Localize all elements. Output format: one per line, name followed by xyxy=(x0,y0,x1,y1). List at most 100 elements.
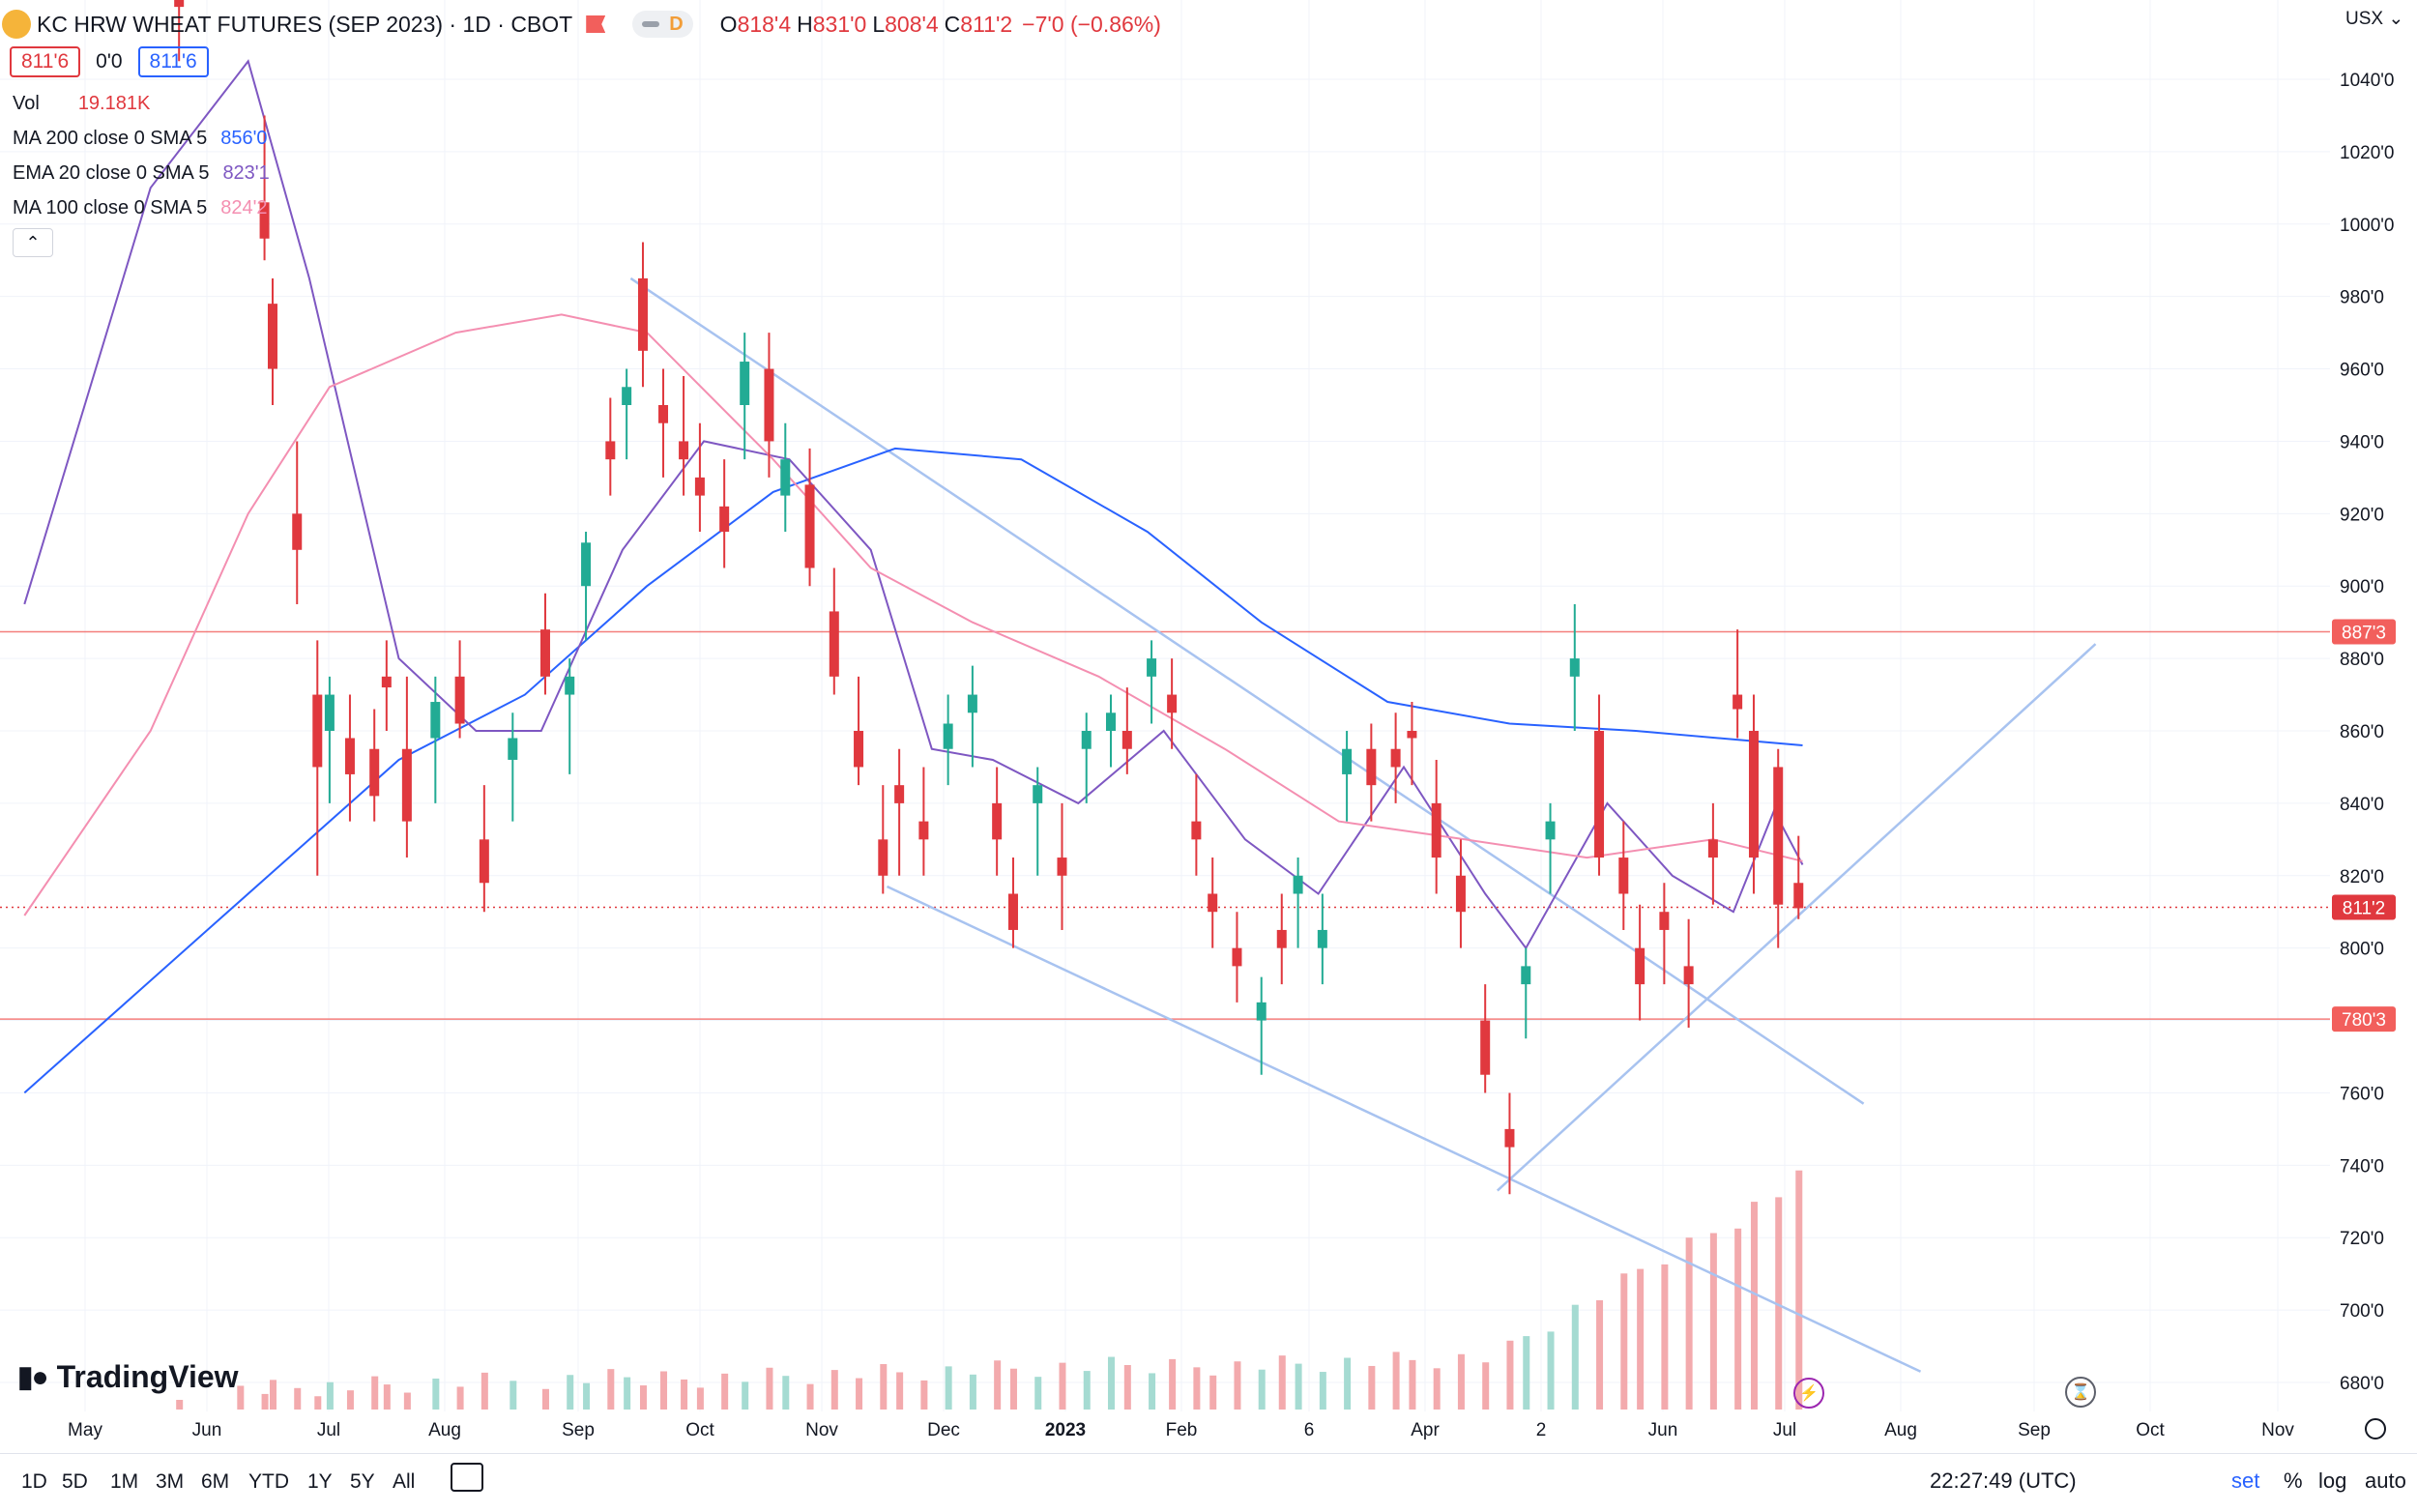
flag-icon[interactable] xyxy=(586,15,606,33)
volume-bar xyxy=(607,1369,615,1410)
volume-bar xyxy=(639,1385,647,1410)
indicator-value: 823'1 xyxy=(222,162,270,184)
candle-body xyxy=(829,611,839,677)
utc-clock[interactable]: 22:27:49 (UTC) xyxy=(1930,1468,2077,1493)
time-axis[interactable]: May Jun Jul Aug Sep Oct Nov Dec 2023 Feb 6 Apr 2 Jun J… xyxy=(68,1420,2294,1440)
volume-bar xyxy=(1547,1331,1555,1410)
candle-body xyxy=(1793,883,1804,909)
volume-bar xyxy=(294,1387,302,1410)
volume-bar xyxy=(314,1396,322,1410)
x-tick-label: 2 xyxy=(1536,1420,1547,1440)
candle-body xyxy=(401,748,412,822)
volume-bar xyxy=(994,1360,1002,1410)
candle-body xyxy=(292,513,303,550)
candle-body xyxy=(943,723,953,749)
y-tick-label: 760'0 xyxy=(2340,1084,2384,1104)
x-tick-label: Nov xyxy=(2261,1420,2294,1440)
price-axis[interactable]: 1040'0 1020'0 1000'0 980'0 960'0 940'0 920'0 90… xyxy=(2340,71,2394,1394)
lightning-icon[interactable]: ⚡ xyxy=(1793,1378,1824,1409)
price-labels: 887'3 811'2 780'3 xyxy=(2332,619,2396,1032)
candle-body xyxy=(918,821,929,840)
x-tick-label: Feb xyxy=(1166,1420,1198,1440)
timeframe-5y[interactable]: 5Y xyxy=(350,1470,375,1493)
volume-bar xyxy=(383,1384,391,1410)
timeframe-1y[interactable]: 1Y xyxy=(307,1470,333,1493)
x-tick-label: Jun xyxy=(1648,1420,1678,1440)
volume-bar xyxy=(346,1390,354,1410)
y-tick-label: 680'0 xyxy=(2340,1374,2384,1394)
volume-bar xyxy=(480,1372,488,1410)
volume-bar xyxy=(830,1370,838,1410)
tradingview-logo: ▮● TradingView xyxy=(17,1359,239,1395)
indicator-label: EMA 20 close 0 SMA 5 xyxy=(13,162,210,184)
candle-body xyxy=(344,738,355,774)
ma-line xyxy=(23,447,1803,1094)
volume-bar xyxy=(696,1387,704,1410)
sell-button[interactable]: 811'6 xyxy=(10,46,81,77)
ohlc-open: 818'4 xyxy=(737,11,792,37)
volume-bar xyxy=(1795,1170,1803,1410)
indicator-ma100[interactable]: MA 100 close 0 SMA 5 824'2 xyxy=(13,197,268,219)
candle-body xyxy=(1167,694,1178,713)
candle-body xyxy=(740,362,750,405)
candle-body xyxy=(1256,1002,1267,1021)
currency-selector[interactable]: USX ⌄ xyxy=(2345,8,2403,30)
timeframe-6m[interactable]: 6M xyxy=(201,1470,230,1493)
collapse-indicators-button[interactable]: ⌃ xyxy=(13,228,53,257)
y-tick-label: 1040'0 xyxy=(2340,71,2394,91)
candle-body xyxy=(1407,731,1417,739)
price-chart[interactable]: 1040'0 1020'0 1000'0 980'0 960'0 940'0 920'0 90… xyxy=(0,0,2417,1453)
symbol-logo-icon xyxy=(2,10,31,39)
y-tick-label: 980'0 xyxy=(2340,288,2384,308)
tv-logo-icon: ▮● xyxy=(17,1361,49,1393)
y-tick-label: 920'0 xyxy=(2340,505,2384,525)
horizontal-lines xyxy=(0,630,2330,1020)
indicator-volume[interactable]: Vol 19.181K xyxy=(13,93,150,115)
trendline xyxy=(886,885,1922,1373)
log-toggle[interactable]: log xyxy=(2318,1468,2347,1493)
candle-body xyxy=(894,785,905,803)
indicator-label: MA 200 close 0 SMA 5 xyxy=(13,128,208,149)
symbol-title[interactable]: KC HRW WHEAT FUTURES (SEP 2023) · 1D · C… xyxy=(37,11,573,37)
candle-body xyxy=(1683,966,1694,985)
indicator-ema20[interactable]: EMA 20 close 0 SMA 5 823'1 xyxy=(13,162,270,185)
candle-body xyxy=(1007,893,1018,930)
volume-bar xyxy=(856,1378,863,1410)
candle-body xyxy=(312,694,323,768)
interval-badge: D xyxy=(669,13,684,35)
y-tick-label: 720'0 xyxy=(2340,1229,2384,1249)
session-toggle[interactable]: set xyxy=(2231,1468,2260,1493)
timeframe-1m[interactable]: 1M xyxy=(110,1470,139,1493)
candle-body xyxy=(454,676,465,724)
replay-icon[interactable]: ⌛ xyxy=(2065,1377,2096,1408)
candle-body xyxy=(804,484,815,568)
timeframe-ytd[interactable]: YTD xyxy=(248,1470,289,1493)
candle-body xyxy=(259,202,270,239)
indicator-value: 856'0 xyxy=(220,128,268,149)
chart-grid xyxy=(0,0,2330,1411)
volume-bar xyxy=(176,1400,184,1410)
x-tick-label: Oct xyxy=(2136,1420,2165,1440)
calendar-icon[interactable] xyxy=(451,1463,483,1492)
y-tick-label: 900'0 xyxy=(2340,577,2384,597)
timeframe-all[interactable]: All xyxy=(393,1470,416,1493)
auto-toggle[interactable]: auto xyxy=(2365,1468,2406,1493)
timeframe-1d[interactable]: 1D xyxy=(21,1470,47,1493)
volume-bar xyxy=(969,1374,976,1410)
volume-bar xyxy=(1775,1197,1783,1410)
volume-bar xyxy=(261,1393,269,1410)
ohlc-close-label: C xyxy=(944,11,961,37)
timeframe-3m[interactable]: 3M xyxy=(156,1470,185,1493)
y-tick-label: 960'0 xyxy=(2340,361,2384,381)
buy-button[interactable]: 811'6 xyxy=(137,46,209,77)
interval-pill[interactable]: D xyxy=(632,11,693,38)
y-tick-label: 700'0 xyxy=(2340,1301,2384,1322)
currency-label: USX xyxy=(2345,9,2384,29)
timeframe-5d[interactable]: 5D xyxy=(62,1470,88,1493)
candle-body xyxy=(967,694,977,713)
gear-icon[interactable] xyxy=(2365,1418,2386,1439)
candle-body xyxy=(174,0,185,8)
percent-toggle[interactable]: % xyxy=(2284,1468,2303,1493)
indicator-ma200[interactable]: MA 200 close 0 SMA 5 856'0 xyxy=(13,128,268,150)
indicator-label: Vol xyxy=(13,93,40,114)
